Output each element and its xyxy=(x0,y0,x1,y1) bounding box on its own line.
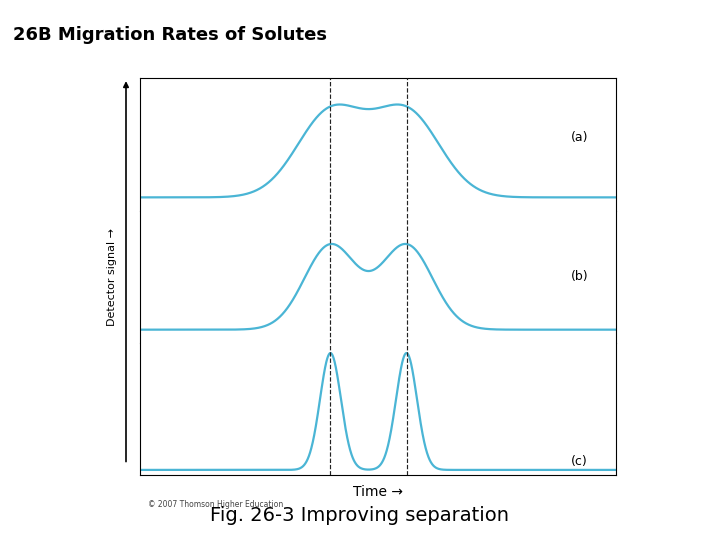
Text: © 2007 Thomson Higher Education: © 2007 Thomson Higher Education xyxy=(148,501,283,509)
Text: (b): (b) xyxy=(570,270,588,284)
Text: (c): (c) xyxy=(570,455,588,469)
Text: Detector signal →: Detector signal → xyxy=(107,228,117,326)
Text: Time →: Time → xyxy=(353,485,403,500)
Text: 26B Migration Rates of Solutes: 26B Migration Rates of Solutes xyxy=(13,26,327,44)
Text: Fig. 26-3 Improving separation: Fig. 26-3 Improving separation xyxy=(210,506,510,525)
Text: (a): (a) xyxy=(570,131,588,144)
